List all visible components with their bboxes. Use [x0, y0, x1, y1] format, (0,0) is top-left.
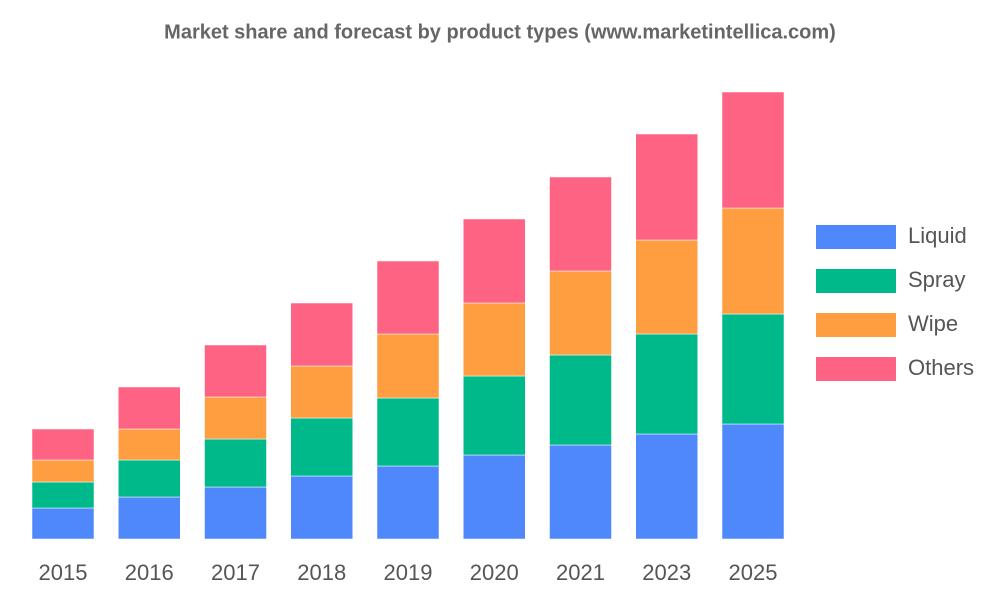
- x-tick-label: 2017: [211, 560, 260, 585]
- bar-segment: [118, 386, 181, 430]
- bar-segment: [31, 507, 95, 540]
- bar-segment: [463, 218, 526, 304]
- bar-segment: [376, 260, 440, 335]
- bar-segment: [635, 133, 698, 241]
- bar-segment: [118, 428, 181, 461]
- bar-segment: [549, 444, 612, 540]
- x-tick-label: 2023: [642, 560, 691, 585]
- legend-label: Spray: [908, 267, 965, 292]
- bar-segment: [721, 91, 785, 209]
- bar-segment: [463, 375, 526, 456]
- bar-segment: [204, 486, 267, 540]
- x-tick-label: 2025: [729, 560, 778, 585]
- bar-segment: [463, 454, 526, 540]
- bar-segment: [204, 396, 267, 440]
- bar-segment: [376, 465, 440, 540]
- bar-segment: [118, 496, 181, 540]
- bar-segment: [635, 433, 698, 540]
- legend-swatch: [816, 225, 896, 249]
- bar-segment: [635, 239, 698, 335]
- bar-segment: [549, 270, 612, 356]
- bar-segment: [31, 428, 95, 461]
- x-tick-label: 2021: [556, 560, 605, 585]
- bar-segment: [721, 423, 785, 540]
- bar-segment: [376, 397, 440, 467]
- bar-segment: [290, 302, 353, 367]
- x-tick-label: 2018: [297, 560, 346, 585]
- bar-segment: [290, 417, 353, 477]
- bar-segment: [290, 365, 353, 419]
- legend-swatch: [816, 313, 896, 337]
- bar-segment: [118, 459, 181, 498]
- bar-segment: [204, 438, 267, 488]
- bar-segment: [204, 344, 267, 398]
- x-tick-label: 2015: [39, 560, 88, 585]
- x-tick-label: 2020: [470, 560, 519, 585]
- legend-label: Wipe: [908, 311, 958, 336]
- bar-segment: [549, 176, 612, 272]
- bar-segment: [721, 207, 785, 315]
- bar-segment: [463, 302, 526, 377]
- bar-segment: [290, 475, 353, 540]
- bar-segment: [549, 354, 612, 446]
- x-tick-label: 2019: [384, 560, 433, 585]
- legend-label: Liquid: [908, 223, 967, 248]
- bar-segment: [635, 333, 698, 435]
- legend-swatch: [816, 357, 896, 381]
- legend-label: Others: [908, 355, 974, 380]
- x-tick-label: 2016: [125, 560, 174, 585]
- bar-segment: [721, 313, 785, 425]
- legend-swatch: [816, 269, 896, 293]
- bar-segment: [31, 459, 95, 483]
- bar-segment: [376, 333, 440, 399]
- chart-title: Market share and forecast by product typ…: [164, 21, 836, 43]
- bar-segment: [31, 481, 95, 509]
